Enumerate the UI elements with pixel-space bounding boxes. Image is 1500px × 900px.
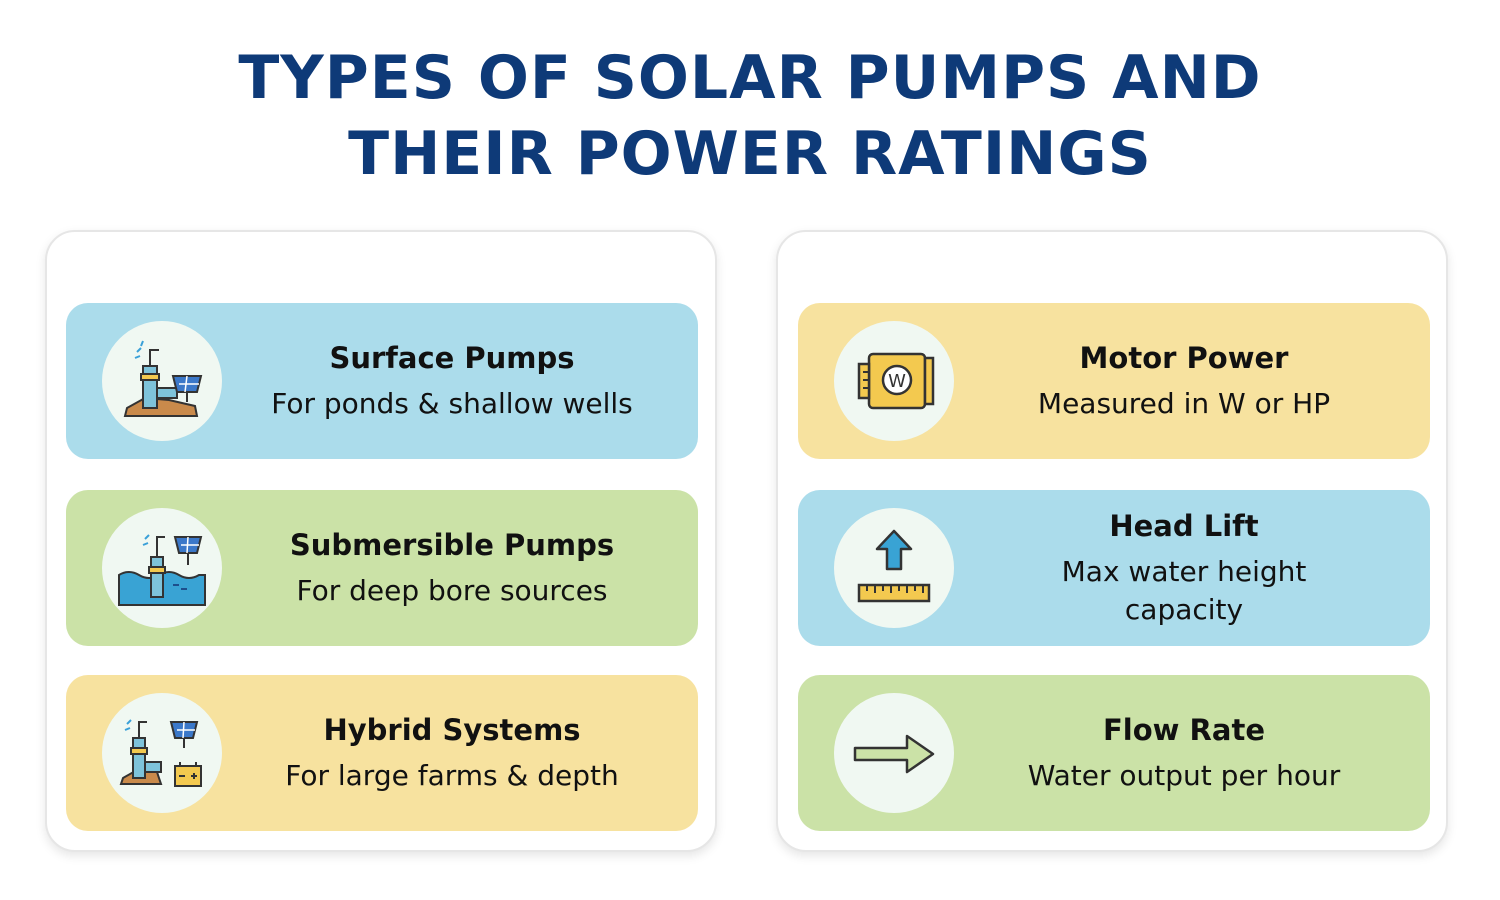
card-description: For deep bore sources (296, 574, 608, 607)
card-description: Water output per hour (1027, 759, 1341, 792)
hybrid-system-icon (102, 693, 222, 813)
card-title: Motor Power (1079, 341, 1289, 375)
card-description: Max water height capacity (1061, 555, 1307, 626)
card-title: Submersible Pumps (289, 528, 615, 562)
card-title: Head Lift (1109, 509, 1259, 543)
card-title: Hybrid Systems (323, 713, 581, 747)
title-line-1: TYPES OF SOLAR PUMPS AND (238, 43, 1262, 113)
card-submersible-pumps: Submersible Pumps For deep bore sources (66, 490, 698, 646)
card-head-lift: Head Lift Max water height capacity (798, 490, 1430, 646)
flow-arrow-icon (834, 693, 954, 813)
head-lift-icon (834, 508, 954, 628)
card-description: For ponds & shallow wells (271, 387, 633, 420)
card-motor-power: W Motor Power Measured in W or HP (798, 303, 1430, 459)
motor-icon: W (834, 321, 954, 441)
svg-text:W: W (888, 371, 906, 392)
title-line-2: THEIR POWER RATINGS (348, 119, 1152, 189)
pump-types-panel: Surface Pumps For ponds & shallow wells … (45, 230, 717, 852)
surface-pump-icon (102, 321, 222, 441)
page-title: TYPES OF SOLAR PUMPS AND THEIR POWER RAT… (0, 40, 1500, 192)
card-flow-rate: Flow Rate Water output per hour (798, 675, 1430, 831)
submersible-pump-icon (102, 508, 222, 628)
card-title: Surface Pumps (329, 341, 575, 375)
card-description: Measured in W or HP (1037, 387, 1331, 420)
card-hybrid-systems: Hybrid Systems For large farms & depth (66, 675, 698, 831)
power-ratings-panel: W Motor Power Measured in W or HP Head L… (776, 230, 1448, 852)
card-surface-pumps: Surface Pumps For ponds & shallow wells (66, 303, 698, 459)
card-title: Flow Rate (1103, 713, 1265, 747)
card-description: For large farms & depth (285, 759, 619, 792)
